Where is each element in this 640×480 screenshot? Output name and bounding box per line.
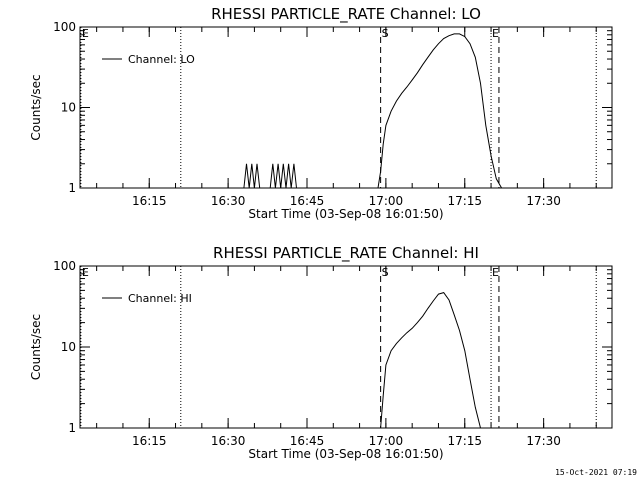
y-tick-label: 1 [68, 421, 76, 435]
y-axis-label: Counts/sec [29, 314, 43, 380]
x-tick-label: 16:45 [290, 194, 325, 208]
x-tick-label: 16:45 [290, 434, 325, 448]
series-line [380, 292, 481, 429]
x-tick-label: 17:00 [369, 194, 404, 208]
x-axis-label: Start Time (03-Sep-08 16:01:50) [248, 207, 443, 221]
y-tick-label: 100 [53, 20, 76, 34]
plot-frame [79, 265, 613, 429]
plot-frame [79, 26, 613, 189]
x-tick-label: 17:30 [526, 434, 561, 448]
marker-label: E [82, 266, 89, 279]
legend-label: Channel: HI [128, 292, 192, 305]
x-tick-label: 16:15 [132, 434, 167, 448]
x-tick-label: 16:15 [132, 194, 167, 208]
legend-label: Channel: LO [128, 53, 195, 66]
marker-label: E [492, 266, 499, 279]
x-tick-label: 17:15 [447, 194, 482, 208]
series-line [243, 33, 503, 189]
x-tick-label: 17:00 [369, 434, 404, 448]
marker-label: E [82, 27, 89, 40]
y-tick-label: 1 [68, 181, 76, 195]
y-axis-label: Counts/sec [29, 74, 43, 140]
y-tick-label: 100 [53, 259, 76, 273]
x-tick-label: 16:30 [211, 434, 246, 448]
chart-panel-hi: RHESSI PARTICLE_RATE Channel: HI Counts/s… [29, 244, 613, 461]
marker-label: S [382, 266, 389, 279]
chart-title: RHESSI PARTICLE_RATE Channel: LO [211, 5, 481, 24]
chart-panel-lo: RHESSI PARTICLE_RATE Channel: LO Counts/s… [29, 5, 613, 221]
chart-title: RHESSI PARTICLE_RATE Channel: HI [213, 244, 479, 263]
x-tick-label: 17:30 [526, 194, 561, 208]
footer-timestamp: 15-Oct-2021 07:19 [555, 468, 637, 477]
x-axis-label: Start Time (03-Sep-08 16:01:50) [248, 447, 443, 461]
marker-label: S [382, 27, 389, 40]
x-tick-label: 16:30 [211, 194, 246, 208]
y-tick-label: 10 [61, 101, 76, 115]
x-tick-label: 17:15 [447, 434, 482, 448]
y-tick-label: 10 [61, 340, 76, 354]
marker-label: E [492, 27, 499, 40]
